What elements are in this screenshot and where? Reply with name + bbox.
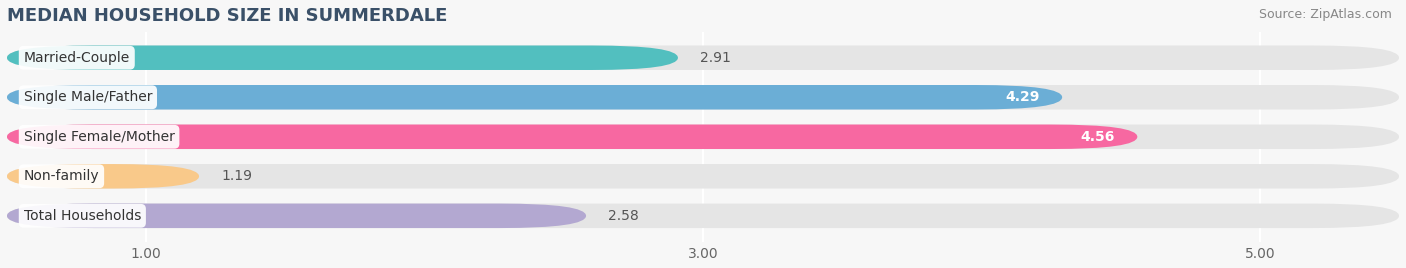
Text: 2.58: 2.58 (609, 209, 640, 223)
Text: 4.29: 4.29 (1005, 90, 1040, 104)
FancyBboxPatch shape (7, 85, 1399, 110)
Text: Single Male/Father: Single Male/Father (24, 90, 152, 104)
Text: Total Households: Total Households (24, 209, 141, 223)
Text: MEDIAN HOUSEHOLD SIZE IN SUMMERDALE: MEDIAN HOUSEHOLD SIZE IN SUMMERDALE (7, 7, 447, 25)
FancyBboxPatch shape (7, 204, 1399, 228)
FancyBboxPatch shape (7, 125, 1137, 149)
FancyBboxPatch shape (7, 46, 678, 70)
FancyBboxPatch shape (7, 125, 1399, 149)
FancyBboxPatch shape (7, 164, 1399, 189)
Text: Non-family: Non-family (24, 169, 100, 183)
Text: Single Female/Mother: Single Female/Mother (24, 130, 174, 144)
FancyBboxPatch shape (7, 46, 1399, 70)
Text: Source: ZipAtlas.com: Source: ZipAtlas.com (1258, 8, 1392, 21)
FancyBboxPatch shape (7, 164, 200, 189)
Text: 1.19: 1.19 (221, 169, 252, 183)
FancyBboxPatch shape (7, 85, 1062, 110)
Text: 4.56: 4.56 (1081, 130, 1115, 144)
FancyBboxPatch shape (7, 204, 586, 228)
Text: 2.91: 2.91 (700, 51, 731, 65)
Text: Married-Couple: Married-Couple (24, 51, 129, 65)
